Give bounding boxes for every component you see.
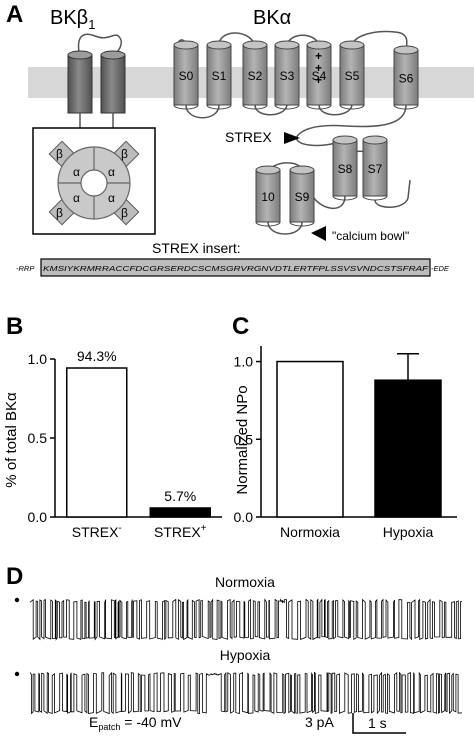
segment-label-s3: S3 xyxy=(280,69,295,83)
alpha-segments: S0 S1 S2 S3 S4 S5 S6 S9 10 S8 S7 xyxy=(173,40,419,227)
panel-b: B 0.0 0.5 1.0 94.3% STREX- 5.7% STREX+ % of to… xyxy=(3,313,222,540)
y-tick-label: 0.0 xyxy=(28,509,48,525)
channel-pore xyxy=(80,169,108,197)
segment-s8: S8 xyxy=(332,135,358,201)
y-tick-label: 0.5 xyxy=(28,430,48,446)
scale-current-label: 3 pA xyxy=(305,714,334,730)
segment-label-s6: S6 xyxy=(399,72,414,86)
panel-d-label: D xyxy=(6,563,23,590)
segment-s9: S9 xyxy=(289,165,315,227)
panel-a: A BKβ1 BKα α xyxy=(6,1,474,277)
segment-label-s1: S1 xyxy=(212,69,227,83)
x-tick-label: Normoxia xyxy=(280,524,340,540)
subunit-alpha-title: BKα xyxy=(253,7,291,29)
tetramer-alpha-3: α xyxy=(73,191,80,205)
segment-s6: S6 xyxy=(393,45,419,110)
strex-insert-box xyxy=(40,258,431,277)
segment-s1: S1 xyxy=(206,40,232,110)
segment-label-s2: S2 xyxy=(248,69,263,83)
bar xyxy=(374,379,442,518)
beta-segment-1 xyxy=(67,50,93,114)
segment-s4: S4 xyxy=(306,40,332,110)
strex-seq-insert: KMSIYKRMRRACCFDCGRSERDCSCMSGRVRGNVDTLERT… xyxy=(43,264,429,273)
segment-label-s5: S5 xyxy=(345,69,360,83)
segment-label-s8: S8 xyxy=(338,162,353,176)
data-label: 94.3% xyxy=(77,348,117,364)
beta-segment-2 xyxy=(100,50,126,114)
tetramer-beta-1: β xyxy=(56,147,63,161)
segment-s7: S7 xyxy=(362,135,388,201)
segment-s0: S0 xyxy=(173,40,199,110)
panel-c: C 0.0 0.5 1.0 Normoxia Hypoxia Normalized NP… xyxy=(232,313,457,540)
y-tick-label: 1.0 xyxy=(234,354,254,370)
closed-level-marker-normoxia xyxy=(14,597,20,603)
tetramer-alpha-1: α xyxy=(73,165,80,179)
y-tick-label: 1.0 xyxy=(28,351,48,367)
patch-potential-label: Epatch = -40 mV xyxy=(89,714,182,732)
tetramer-diagram: α α α α β β β β xyxy=(32,127,156,235)
scale-bar xyxy=(352,713,406,734)
segment-s5: S5 xyxy=(339,40,365,110)
s4-charge-1: + xyxy=(315,49,322,63)
strex-arrow-icon xyxy=(284,132,300,144)
s4-charge-3: + xyxy=(315,73,322,87)
trace-label-normoxia: Normoxia xyxy=(215,574,275,590)
calcium-bowl-arrow-icon xyxy=(311,226,326,241)
tetramer-beta-4: β xyxy=(121,206,128,220)
trace-normoxia xyxy=(29,598,463,641)
panel-a-label: A xyxy=(6,1,23,28)
segment-s3: S3 xyxy=(274,40,300,110)
tetramer-beta-3: β xyxy=(56,206,63,220)
bar xyxy=(276,360,344,518)
trace-hypoxia xyxy=(29,671,463,715)
tetramer-alpha-4: α xyxy=(108,191,115,205)
closed-level-marker-hypoxia xyxy=(14,671,20,677)
y-tick-label: 0.0 xyxy=(234,509,254,525)
panel-c-label: C xyxy=(232,313,249,340)
strex-seq-prefix: -RRP xyxy=(16,264,34,273)
strex-insert-title: STREX insert: xyxy=(152,240,241,256)
y-tick-label: 0.5 xyxy=(234,431,254,447)
panel-c-chart: 0.0 0.5 1.0 Normoxia Hypoxia xyxy=(234,346,457,540)
x-tick-label: Hypoxia xyxy=(383,524,434,540)
panel-b-ylabel: % of total BKα xyxy=(3,392,20,488)
panel-b-label: B xyxy=(6,313,23,340)
segment-s2: S2 xyxy=(242,40,268,110)
segment-label-s9: S9 xyxy=(295,190,310,204)
strex-seq-suffix: -EDE xyxy=(431,264,450,273)
alpha-backbone xyxy=(176,30,408,235)
tetramer-beta-2: β xyxy=(121,147,128,161)
s4-charge-2: + xyxy=(315,61,322,75)
segment-label-s4: S4 xyxy=(312,69,327,83)
x-tick-label: STREX- xyxy=(72,523,122,540)
strex-label: STREX xyxy=(225,129,272,145)
segment-label-s7: S7 xyxy=(368,162,383,176)
tetramer-alpha-2: α xyxy=(108,165,115,179)
segment-10: 10 xyxy=(255,165,281,227)
alpha-ctail xyxy=(374,179,411,208)
segment-label-10: 10 xyxy=(261,190,275,204)
x-tick-label: STREX+ xyxy=(154,523,207,540)
scale-time-label: 1 s xyxy=(368,715,387,731)
panel-b-chart: 0.0 0.5 1.0 94.3% STREX- 5.7% STREX+ xyxy=(28,348,222,540)
data-label: 5.7% xyxy=(164,488,196,504)
bar xyxy=(149,507,211,518)
beta-extracellular-loop xyxy=(77,33,123,58)
panel-d: D Normoxia Hypoxia Epatch = -40 mV 3 pA … xyxy=(6,563,463,734)
calcium-bowl-label: "calcium bowl" xyxy=(332,229,409,243)
trace-label-hypoxia: Hypoxia xyxy=(220,647,271,663)
segment-label-s0: S0 xyxy=(179,69,194,83)
bar xyxy=(66,367,128,518)
panel-c-ylabel: Normalized NPo xyxy=(234,385,251,494)
subunit-beta-title: BKβ1 xyxy=(50,7,95,32)
